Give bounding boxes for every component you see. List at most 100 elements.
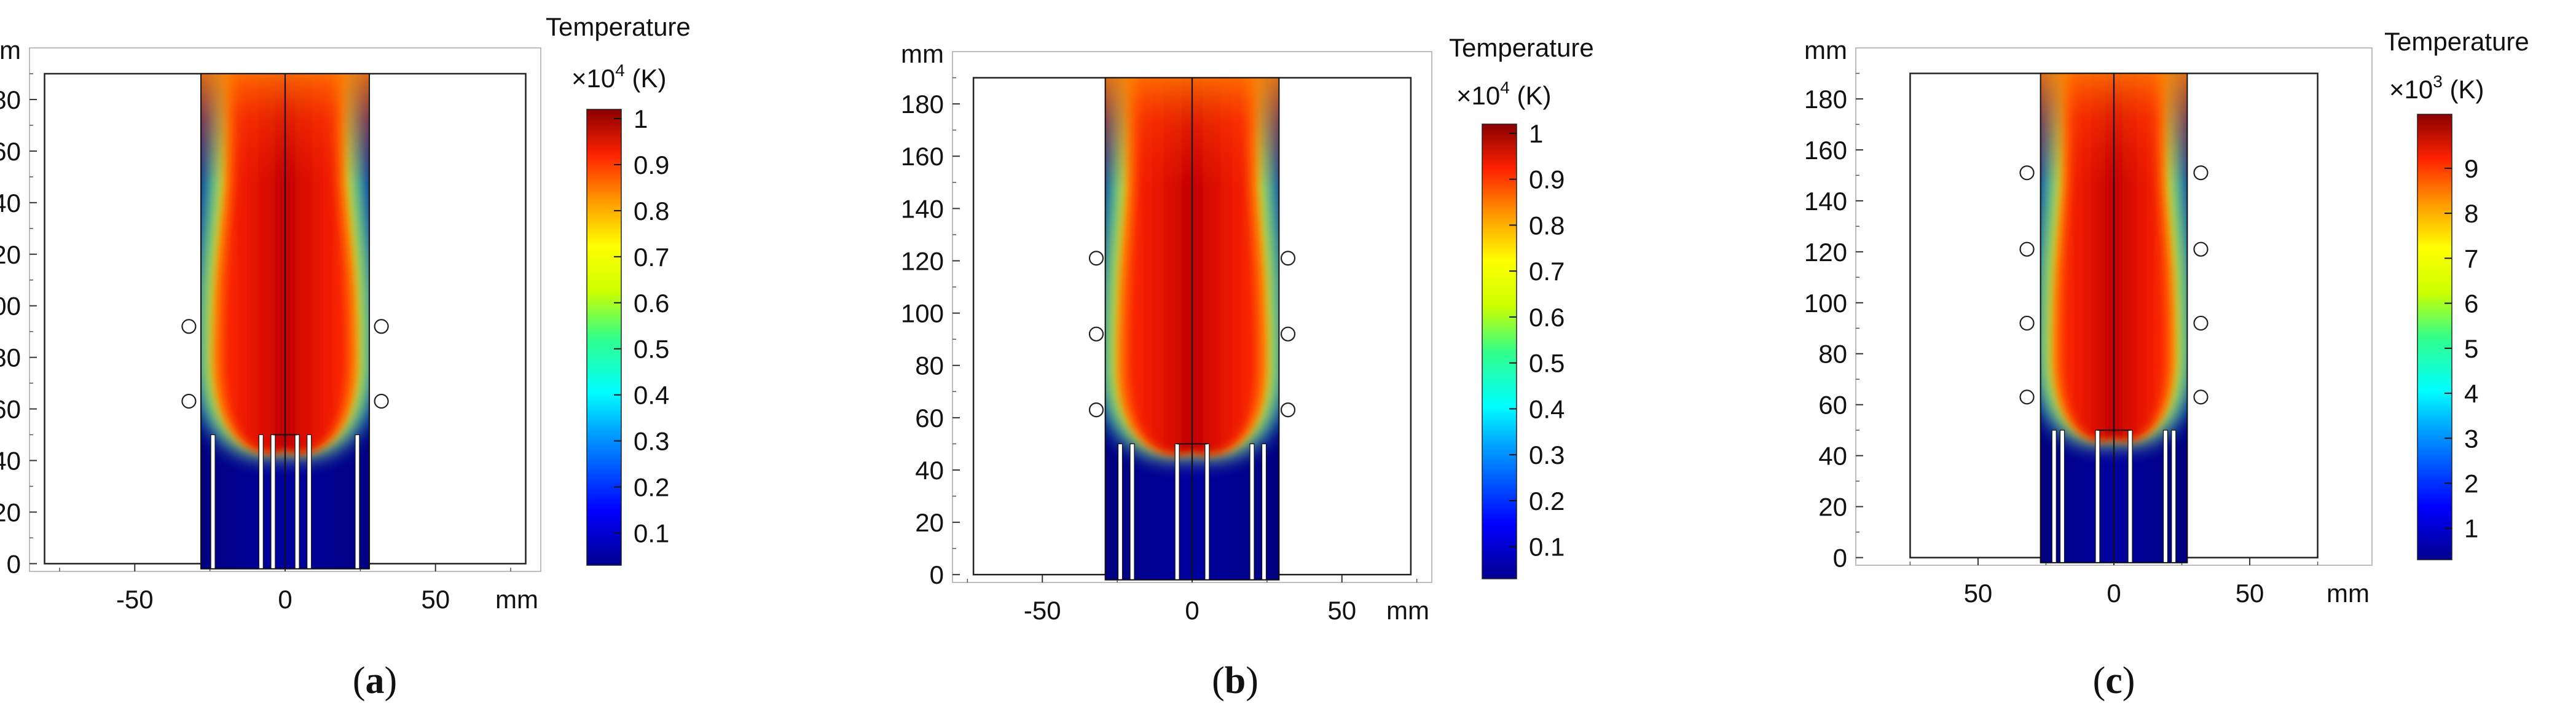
colorbar-gradient — [2417, 114, 2452, 560]
colorbar-exponent: 4 — [615, 61, 625, 80]
coil-marker — [1280, 326, 1296, 342]
colorbar-tick-label: 0.4 — [1529, 394, 1565, 423]
caption-close-paren: ) — [1246, 660, 1259, 702]
colorbar-tick-label: 0.3 — [1529, 441, 1565, 469]
temperature-field — [1104, 77, 1280, 581]
y-tick-label: 0 — [7, 549, 21, 578]
nozzle-wall — [258, 434, 264, 569]
coil-marker — [1280, 402, 1296, 418]
nozzle-wall — [2162, 429, 2169, 563]
y-tick-label: 0 — [930, 560, 944, 589]
x-axis-unit: mm — [1386, 596, 1429, 625]
y-tick-label: 180 — [901, 90, 944, 119]
y-tick-label: 160 — [1804, 136, 1847, 165]
nozzle-wall — [1261, 443, 1267, 580]
x-tick-label: 50 — [1327, 596, 1356, 625]
panel-caption: (c) — [2093, 660, 2135, 702]
x-axis-unit: mm — [495, 585, 538, 614]
colorbar-tick-label: 0.6 — [1529, 303, 1565, 332]
nozzle-wall — [307, 434, 312, 569]
y-tick-label: 160 — [0, 137, 21, 166]
y-axis-unit: mm — [901, 39, 944, 68]
coil-marker — [2019, 315, 2035, 331]
coil-marker — [374, 393, 389, 409]
x-tick-label: -50 — [1024, 596, 1061, 625]
colorbar-tick-label: 1 — [634, 104, 648, 133]
x-tick-label: 0 — [1185, 596, 1199, 625]
panel-b: 0 20 40 60 80 100 120 140 160 180 mm -50 0 50 mm 0.1 0.2… — [901, 33, 1594, 702]
colorbar-title: Temperature — [1449, 33, 1594, 62]
colorbar-tick-label: 0.7 — [1529, 257, 1565, 286]
colorbar-tick-label: 0.9 — [1529, 165, 1565, 194]
y-tick-label: 40 — [1818, 442, 1847, 471]
y-tick-label: 40 — [915, 456, 944, 485]
y-tick-label: 100 — [1804, 289, 1847, 318]
colorbar-tick-label: 0.9 — [634, 151, 669, 179]
y-tick-label: 140 — [0, 189, 21, 217]
x-tick-label: 50 — [421, 585, 450, 614]
y-tick-label: 120 — [1804, 238, 1847, 267]
y-tick-label: 60 — [915, 404, 944, 433]
x-tick-label: 50 — [1964, 579, 1993, 608]
colorbar-scale-base: ×10 — [1456, 81, 1500, 110]
colorbar-tick-label: 0.4 — [634, 381, 669, 410]
panel-caption: (b) — [1212, 660, 1259, 702]
colorbar-tick-label: 0.1 — [1529, 533, 1565, 562]
coil-marker — [2193, 165, 2209, 181]
coil-marker — [2193, 390, 2209, 405]
colorbar-gradient — [586, 109, 622, 566]
nozzle-wall — [270, 434, 276, 569]
colorbar-scale-base: ×10 — [571, 64, 615, 93]
colorbar: 0.1 0.2 0.3 0.4 0.5 0.6 0.7 0.8 0.9 1 Temperature ×… — [1449, 33, 1594, 579]
y-tick-label: 80 — [915, 351, 944, 380]
y-tick-label: 160 — [901, 142, 944, 171]
colorbar-tick-label: 9 — [2464, 154, 2478, 183]
temperature-field — [2040, 72, 2188, 563]
coil-marker — [1088, 326, 1104, 342]
panel-caption: (a) — [353, 660, 397, 702]
colorbar-tick-label: 0.2 — [634, 473, 669, 502]
colorbar-scale-base: ×10 — [2389, 75, 2433, 104]
colorbar-scale-label: ×103 (K) — [2389, 72, 2484, 104]
y-tick-label: 60 — [0, 395, 21, 424]
colorbar-unit: (K) — [1510, 81, 1552, 110]
nozzle-wall — [2171, 429, 2177, 563]
colorbar-tick-label: 1 — [2464, 514, 2478, 543]
coil-marker — [1280, 251, 1296, 266]
y-tick-label: 20 — [1818, 493, 1847, 522]
colorbar-tick-label: 8 — [2464, 199, 2478, 228]
colorbar-tick-label: 0.1 — [634, 519, 669, 548]
nozzle-wall — [294, 434, 300, 569]
y-tick-label: 120 — [901, 246, 944, 275]
coil-marker — [2019, 241, 2035, 257]
y-tick-label: 100 — [901, 299, 944, 328]
caption-open-paren: ( — [353, 660, 366, 702]
colorbar-tick-label: 0.8 — [634, 197, 669, 225]
colorbar-unit: (K) — [625, 64, 667, 93]
colorbar-tick-label: 0.5 — [1529, 349, 1565, 378]
colorbar-tick-label: 2 — [2464, 469, 2478, 498]
coil-marker — [1088, 251, 1104, 266]
nozzle-wall — [1129, 443, 1135, 580]
colorbar-gradient — [1482, 123, 1517, 579]
nozzle-wall — [1204, 443, 1210, 580]
colorbar-tick-label: 6 — [2464, 289, 2478, 318]
colorbar-tick-label: 0.8 — [1529, 211, 1565, 240]
nozzle-wall — [1117, 443, 1123, 580]
y-tick-label: 60 — [1818, 391, 1847, 420]
coil-marker — [181, 319, 197, 334]
y-tick-label: 80 — [0, 343, 21, 372]
panel-a: 0 20 40 60 80 100 120 140 160 180 mm -50 0 50 mm 0.1 0.2… — [0, 12, 691, 702]
coil-marker — [181, 393, 197, 409]
coil-marker — [374, 319, 389, 334]
nozzle-wall — [1174, 443, 1180, 580]
nozzle-wall — [2051, 429, 2057, 563]
y-tick-label: 20 — [915, 508, 944, 537]
colorbar-exponent: 3 — [2433, 72, 2443, 91]
coil-marker — [2019, 165, 2035, 181]
y-tick-label: 180 — [0, 85, 21, 114]
y-axis-unit: mm — [0, 36, 21, 65]
y-tick-label: 40 — [0, 447, 21, 476]
colorbar-scale-label: ×104 (K) — [571, 61, 666, 93]
